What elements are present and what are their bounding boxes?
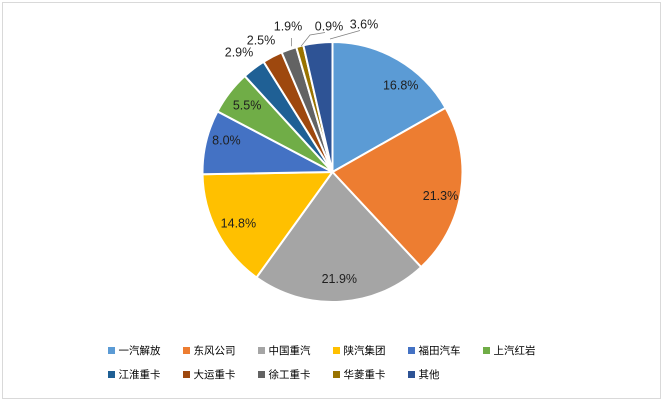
svg-text:8.0%: 8.0%: [212, 134, 241, 148]
svg-text:2.5%: 2.5%: [247, 33, 276, 47]
svg-text:21.9%: 21.9%: [322, 272, 357, 286]
svg-text:3.6%: 3.6%: [350, 17, 379, 31]
svg-text:5.5%: 5.5%: [233, 98, 262, 112]
svg-text:1.9%: 1.9%: [274, 19, 303, 33]
svg-text:16.8%: 16.8%: [383, 79, 418, 93]
svg-text:2.9%: 2.9%: [225, 45, 254, 59]
svg-text:21.3%: 21.3%: [423, 189, 458, 203]
svg-text:0.9%: 0.9%: [315, 19, 344, 33]
svg-text:14.8%: 14.8%: [221, 217, 256, 231]
